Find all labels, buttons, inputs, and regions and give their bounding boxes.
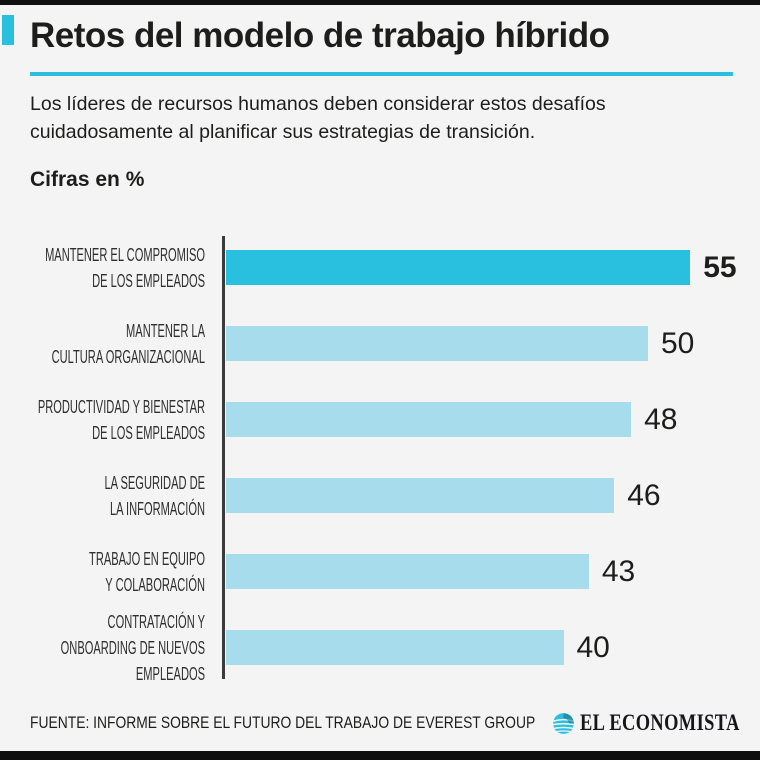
- bar: [225, 554, 589, 589]
- el-economista-globe-icon: [552, 712, 575, 734]
- bar-category-label: LA SEGURIDAD DE LA INFORMACIÓN: [104, 471, 205, 519]
- bar-value-label: 50: [661, 327, 695, 360]
- bar-value-label: 46: [627, 479, 661, 512]
- bar-category-label: PRODUCTIVIDAD Y BIENESTAR DE LOS EMPLEADO…: [37, 395, 205, 443]
- title-underline-rule: [30, 72, 733, 76]
- bottom-edge-bar: [0, 751, 760, 760]
- bar-category-label: MANTENER LA CULTURA ORGANIZACIONAL: [51, 319, 205, 367]
- bar: [225, 326, 648, 361]
- bar-highlighted: [225, 250, 691, 285]
- units-label: Cifras en %: [30, 168, 145, 191]
- bar-category-label: MANTENER EL COMPROMISO DE LOS EMPLEADOS: [45, 243, 205, 291]
- bar: [225, 402, 632, 437]
- subtitle-line: cuidadosamente al planificar sus estrate…: [30, 121, 536, 143]
- bar: [225, 630, 564, 665]
- bar-category-label: TRABAJO EN EQUIPO Y COLABORACIÓN: [89, 547, 205, 595]
- bar-value-label: 55: [703, 251, 737, 284]
- bar-category-label: CONTRATACIÓN Y ONBOARDING DE NUEVOS EMPLEA…: [60, 610, 205, 684]
- title-accent-square: [2, 15, 14, 45]
- page-title: Retos del modelo de trabajo híbrido: [30, 16, 610, 55]
- bar-value-label: 43: [601, 555, 636, 588]
- subtitle-line: Los líderes de recursos humanos deben co…: [30, 93, 606, 115]
- bar-value-label: 48: [644, 403, 678, 436]
- bar: [225, 478, 615, 513]
- brand-wordmark: EL ECONOMISTA: [580, 710, 740, 735]
- bar-value-label: 40: [576, 631, 610, 664]
- brand-lockup: EL ECONOMISTA: [552, 708, 760, 738]
- source-credit: FUENTE: INFORME SOBRE EL FUTURO DEL TRAB…: [30, 714, 536, 732]
- top-edge-bar: [0, 0, 760, 5]
- chart-axis-line: [222, 236, 225, 679]
- subtitle: Los líderes de recursos humanos deben co…: [30, 90, 606, 146]
